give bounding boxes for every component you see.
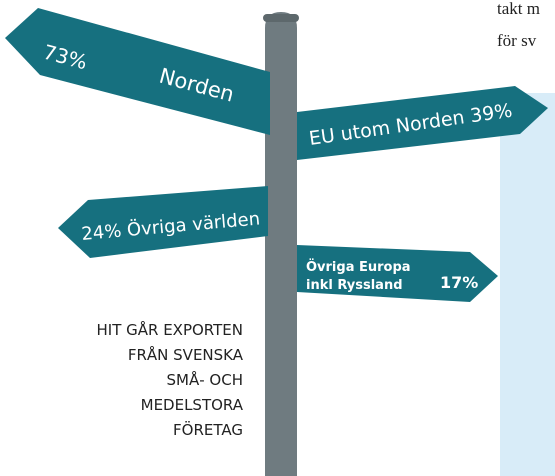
side-panel — [500, 93, 555, 476]
caption: FÖRETAG — [173, 420, 243, 439]
side-text: för sv — [497, 31, 537, 50]
side-text: takt m — [497, 0, 540, 18]
sign-percent: 17% — [440, 273, 478, 292]
pole — [265, 12, 297, 476]
caption: FRÅN SVENSKA — [128, 345, 244, 364]
sign-world — [58, 186, 268, 258]
caption: SMÅ- OCH — [167, 370, 243, 389]
sign-europe — [297, 245, 498, 302]
sign-label: inkl Ryssland — [306, 278, 403, 293]
pole-cap — [263, 14, 299, 22]
caption: MEDELSTORA — [141, 396, 244, 414]
sign-label: Övriga Europa — [306, 259, 411, 275]
caption: HIT GÅR EXPORTEN — [96, 320, 243, 339]
sign-eu — [297, 86, 548, 160]
sign-norden — [5, 8, 270, 135]
